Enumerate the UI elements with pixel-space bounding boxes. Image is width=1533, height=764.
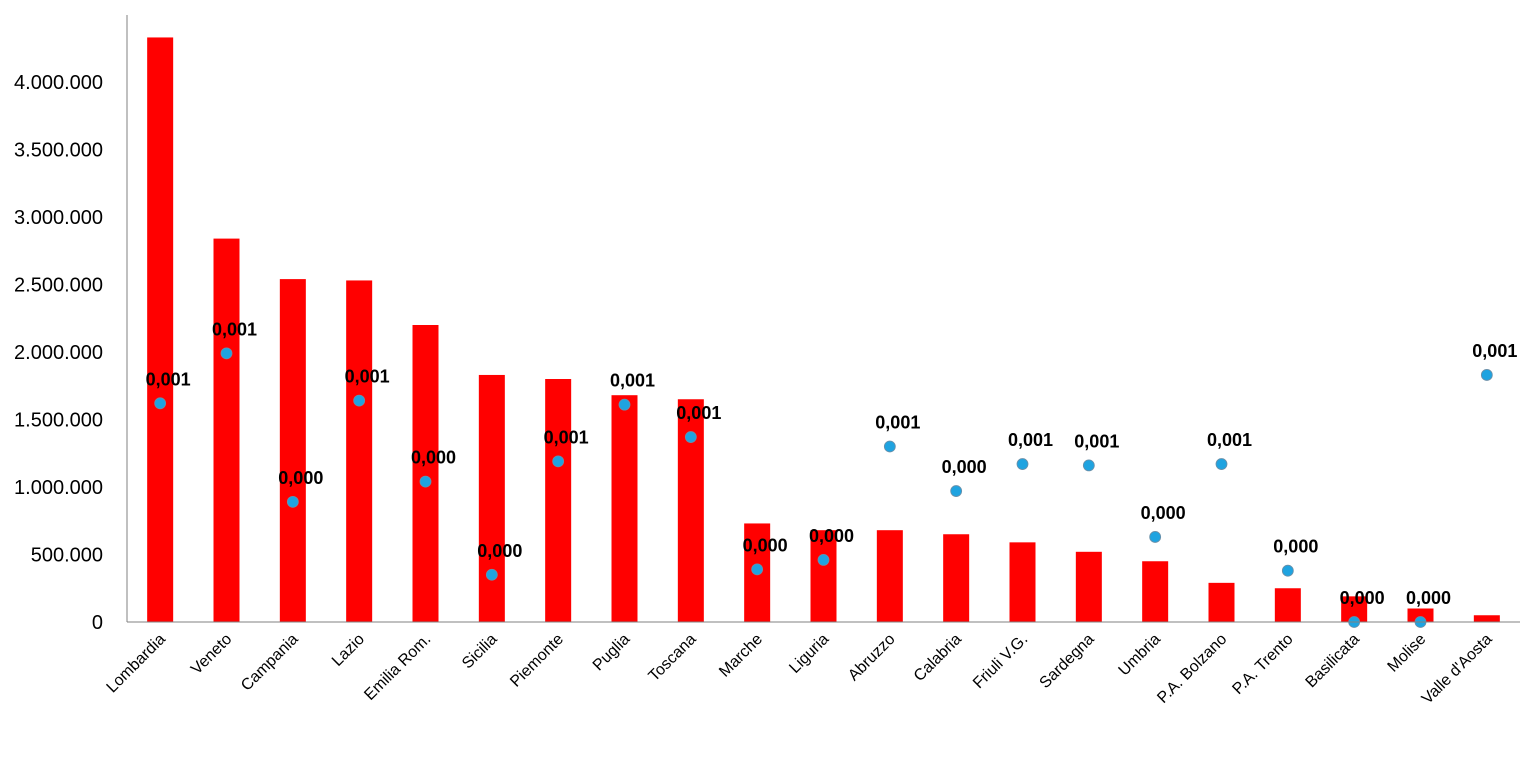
scatter-point: [1082, 459, 1095, 472]
scatter-point: [618, 398, 631, 411]
data-label: 0,000: [1340, 588, 1385, 608]
x-tick-label: Veneto: [188, 631, 235, 678]
data-label: 0,001: [875, 413, 920, 433]
y-tick-label: 500.000: [31, 545, 103, 567]
x-tick-label: Campania: [238, 631, 302, 695]
data-label: 0,001: [1207, 430, 1252, 450]
data-label: 0,000: [477, 541, 522, 561]
x-tick-label: P.A. Bolzano: [1154, 631, 1230, 707]
bar: [943, 534, 970, 622]
data-label: 0,001: [345, 367, 390, 387]
data-label: 0,000: [743, 535, 788, 555]
scatter-point: [883, 440, 896, 453]
y-tick-label: 4.000.000: [14, 72, 103, 94]
data-label: 0,001: [212, 319, 257, 339]
scatter-point: [950, 485, 963, 497]
y-tick-label: 1.000.000: [14, 477, 103, 499]
x-tick-label: Puglia: [590, 631, 634, 675]
scatter-point: [1281, 564, 1294, 577]
data-label: 0,000: [278, 468, 323, 488]
bar: [1075, 551, 1102, 622]
bar: [346, 280, 373, 622]
x-tick-label: Emilia Rom.: [361, 631, 434, 704]
x-tick-label: Lombardia: [104, 631, 170, 697]
scatter-point: [1016, 458, 1029, 470]
bar: [1473, 615, 1500, 622]
x-tick-label: Friuli V.G.: [970, 631, 1031, 692]
y-axis: 0 500.000 1.000.000 1.500.000 2.000.000 2.500…: [14, 15, 128, 634]
y-tick-label: 3.500.000: [14, 140, 103, 162]
x-tick-label: Sardegna: [1037, 631, 1098, 692]
bar: [1274, 588, 1301, 622]
data-label: 0,000: [1273, 537, 1318, 557]
x-tick-label: P.A. Trento: [1229, 631, 1296, 698]
scatter-point: [817, 554, 830, 566]
x-tick-label: Umbria: [1116, 631, 1165, 680]
data-label: 0,000: [809, 526, 854, 546]
data-label: 0,000: [1406, 588, 1451, 608]
scatter-point: [684, 431, 697, 443]
scatter-point: [286, 495, 299, 508]
x-tick-label: Sicilia: [459, 631, 501, 673]
x-tick-label: Marche: [716, 631, 766, 681]
scatter-point: [419, 475, 432, 488]
scatter-point: [751, 563, 764, 576]
x-tick-label: Lazio: [329, 631, 368, 670]
bar: [478, 374, 505, 622]
bar: [1208, 582, 1235, 622]
data-label: 0,001: [544, 427, 589, 447]
y-tick-label: 2.500.000: [14, 275, 103, 297]
scatter-point: [1215, 458, 1228, 470]
y-tick-label: 3.000.000: [14, 207, 103, 229]
bar: [412, 325, 439, 622]
x-tick-label: Calabria: [911, 631, 965, 685]
x-tick-label: Piemonte: [507, 631, 567, 691]
scatter-point: [1149, 531, 1162, 543]
data-label: 0,000: [942, 457, 987, 477]
bar: [213, 238, 240, 622]
scatter-point: [485, 568, 498, 581]
y-tick-label: 0: [92, 612, 103, 634]
data-labels: 0,001 0,001 0,000 0,001 0,000 0,000 0,001 0,001…: [146, 319, 1518, 608]
scatter-point: [1480, 369, 1493, 381]
data-label: 0,001: [146, 369, 191, 389]
scatter-point: [552, 455, 565, 468]
x-tick-label: Toscana: [646, 631, 700, 685]
data-label: 0,001: [610, 371, 655, 391]
bar: [147, 37, 174, 622]
y-tick-label: 1.500.000: [14, 410, 103, 432]
scatter-point: [154, 397, 167, 410]
data-label: 0,000: [1141, 503, 1186, 523]
data-label: 0,001: [1472, 341, 1517, 361]
bar: [611, 395, 638, 622]
data-label: 0,001: [1074, 431, 1119, 451]
bar: [876, 530, 903, 622]
bar: [279, 279, 306, 622]
scatter-point: [220, 347, 233, 360]
x-tick-label: Liguria: [786, 631, 832, 677]
bar: [1407, 608, 1434, 622]
x-tick-label: Abruzzo: [845, 631, 899, 685]
bar: [1142, 561, 1169, 622]
bar: [1009, 542, 1036, 622]
data-label: 0,001: [676, 403, 721, 423]
data-label: 0,001: [1008, 430, 1053, 450]
x-tick-label: Basilicata: [1303, 631, 1364, 692]
data-label: 0,000: [411, 448, 456, 468]
bar: [545, 379, 572, 622]
bar: [810, 530, 837, 622]
scatter-point: [353, 394, 366, 407]
y-tick-label: 2.000.000: [14, 342, 103, 364]
x-tick-label: Valle d'Aosta: [1419, 631, 1496, 708]
x-tick-label: Molise: [1385, 631, 1430, 676]
bars: [147, 37, 1500, 622]
